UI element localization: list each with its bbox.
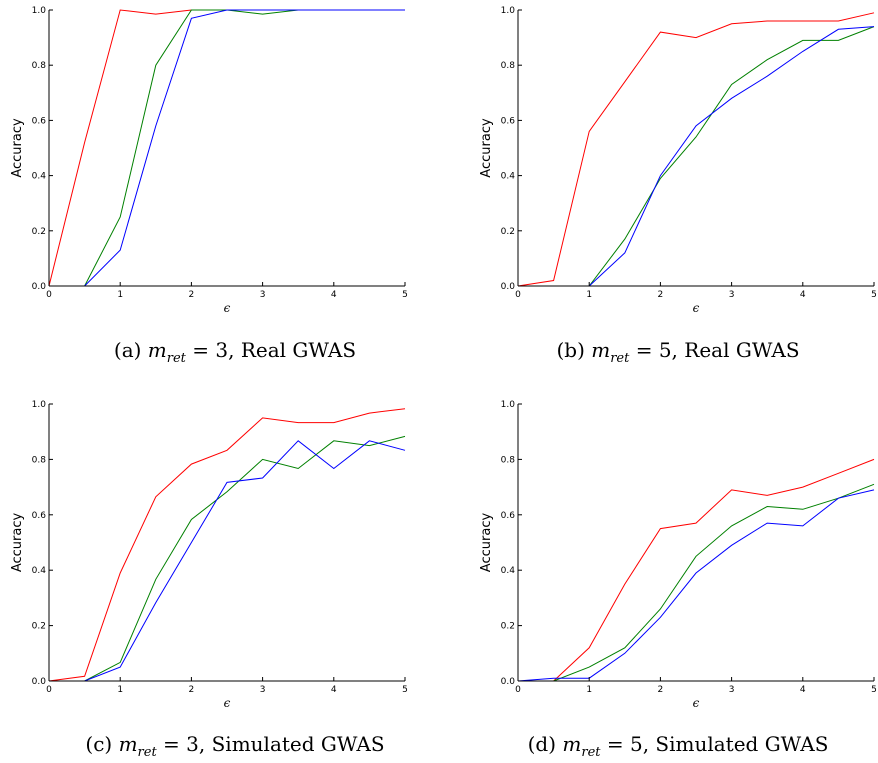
chart-panel-c: 0 1 2 3 4 5 0.0 0.2 0.4 0.6 0.8 1.0 Accuracy ϵ (c) mr…	[0, 382, 439, 763]
y-tick-label: 0.2	[32, 622, 46, 632]
y-tick-label: 0.4	[32, 172, 47, 182]
y-tick-label: 1.0	[32, 400, 47, 410]
x-tick-label: 4	[331, 290, 337, 300]
x-tick-label: 0	[515, 290, 521, 300]
x-tick-label: 3	[729, 685, 735, 695]
caption-c: (c) mret = 3, Simulated GWAS	[85, 732, 385, 760]
y-tick-label: 0.0	[501, 282, 516, 292]
series-line-c-2	[49, 440, 406, 682]
x-tick-label: 2	[189, 685, 195, 695]
x-tick-label: 2	[658, 685, 664, 695]
series-line-b-1	[518, 26, 875, 287]
chart-panel-a: 0 1 2 3 4 5 0.0 0.2 0.4 0.6 0.8 1.0 Accuracy ϵ (a) mr…	[0, 0, 439, 382]
x-tick-label: 0	[46, 685, 52, 695]
x-tick-label: 5	[402, 685, 408, 695]
series-line-d-2	[517, 489, 875, 682]
series-line-d-1	[518, 483, 875, 682]
x-tick-label: 5	[402, 290, 408, 300]
y-axis-label: Accuracy	[10, 513, 25, 573]
x-tick-label: 3	[260, 290, 266, 300]
x-tick-label: 2	[658, 290, 664, 300]
x-axis-label: ϵ	[693, 696, 700, 710]
chart-b: 0 1 2 3 4 5 0.0 0.2 0.4 0.6 0.8 1.0 Accuracy ϵ	[479, 6, 877, 315]
y-tick-label: 0.8	[501, 61, 516, 71]
x-tick-label: 0	[515, 685, 521, 695]
y-tick-label: 0.4	[501, 566, 516, 576]
y-tick-label: 0.2	[501, 227, 515, 237]
chart-panel-d: 0 1 2 3 4 5 0.0 0.2 0.4 0.6 0.8 1.0 Accuracy ϵ (d) mr…	[439, 382, 878, 763]
y-axis-label: Accuracy	[479, 513, 494, 573]
y-tick-label: 0.4	[32, 566, 47, 576]
x-tick-label: 1	[586, 685, 592, 695]
x-tick-label: 1	[117, 685, 123, 695]
chart-a: 0 1 2 3 4 5 0.0 0.2 0.4 0.6 0.8 1.0 Accuracy ϵ	[10, 6, 408, 315]
series-line-a-0	[48, 9, 405, 287]
y-tick-label: 0.0	[501, 677, 516, 687]
y-tick-label: 0.6	[501, 511, 516, 521]
x-tick-label: 5	[871, 685, 877, 695]
y-tick-label: 0.8	[32, 61, 47, 71]
caption-a: (a) mret = 3, Real GWAS	[113, 338, 357, 366]
x-tick-label: 4	[800, 290, 806, 300]
series-line-a-2	[49, 9, 405, 287]
x-tick-label: 4	[331, 685, 337, 695]
chart-d: 0 1 2 3 4 5 0.0 0.2 0.4 0.6 0.8 1.0 Accuracy ϵ	[479, 400, 877, 710]
y-tick-label: 0.6	[501, 116, 516, 126]
x-tick-label: 2	[189, 290, 195, 300]
series-line-d-0	[518, 458, 875, 682]
y-tick-label: 0.8	[501, 455, 516, 465]
x-tick-label: 4	[800, 685, 806, 695]
y-axis-label: Accuracy	[10, 118, 25, 178]
x-tick-label: 1	[586, 290, 592, 300]
series-line-b-2	[518, 26, 875, 287]
x-tick-label: 3	[729, 290, 735, 300]
y-tick-label: 0.4	[501, 172, 516, 182]
x-tick-label: 3	[260, 685, 266, 695]
series-line-c-0	[48, 408, 406, 682]
x-axis-label: ϵ	[224, 696, 231, 710]
y-tick-label: 0.6	[32, 511, 47, 521]
caption-b: (b) mret = 5, Real GWAS	[556, 338, 800, 366]
y-tick-label: 0.0	[32, 677, 47, 687]
x-tick-label: 5	[871, 290, 877, 300]
chart-c: 0 1 2 3 4 5 0.0 0.2 0.4 0.6 0.8 1.0 Accuracy ϵ	[10, 400, 408, 710]
x-axis-label: ϵ	[224, 301, 231, 315]
y-axis-label: Accuracy	[479, 118, 494, 178]
y-tick-label: 1.0	[501, 6, 516, 16]
y-tick-label: 1.0	[501, 400, 516, 410]
series-line-c-1	[49, 435, 406, 682]
x-tick-label: 1	[117, 290, 123, 300]
caption-d: (d) mret = 5, Simulated GWAS	[527, 732, 829, 760]
y-tick-label: 0.6	[32, 116, 47, 126]
chart-panel-b: 0 1 2 3 4 5 0.0 0.2 0.4 0.6 0.8 1.0 Accuracy ϵ (b) mr…	[439, 0, 878, 382]
y-tick-label: 0.2	[32, 227, 46, 237]
y-tick-label: 0.8	[32, 455, 47, 465]
series-line-a-1	[49, 9, 405, 287]
x-axis-label: ϵ	[693, 301, 700, 315]
x-tick-label: 0	[46, 290, 52, 300]
y-tick-label: 1.0	[32, 6, 47, 16]
y-tick-label: 0.0	[32, 282, 47, 292]
series-line-b-0	[517, 12, 875, 287]
y-tick-label: 0.2	[501, 622, 515, 632]
